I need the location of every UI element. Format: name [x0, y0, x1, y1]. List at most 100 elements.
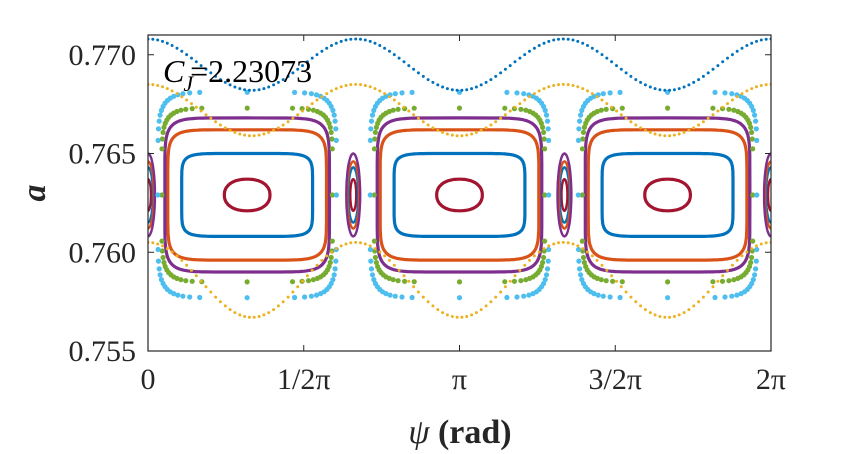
orbit-6-point-2-58 — [753, 258, 759, 264]
orbit-5-point-0-14 — [289, 105, 296, 111]
orbit-9-point-87 — [566, 37, 570, 41]
orbit-9-point-96 — [610, 60, 614, 64]
orbit-9-point-89 — [576, 39, 580, 43]
orbit-8-point-39 — [334, 87, 338, 91]
annotation-value: =2.23073 — [190, 53, 312, 89]
orbit-7-point-57 — [421, 295, 425, 299]
orbit-6-point-2-4 — [752, 112, 758, 118]
orbit-5-point-1-55 — [538, 263, 545, 270]
orbit-6-point-1-32 — [368, 258, 374, 264]
orbit-1-island-1 — [435, 177, 484, 213]
orbit-5-point-2-32 — [580, 248, 586, 254]
orbit-6-point-0-13 — [302, 90, 308, 96]
orbit-6-point-2-59 — [754, 246, 760, 253]
orbit-9-point-51 — [392, 53, 396, 57]
orbit-8-point-54 — [407, 109, 411, 113]
orbit-9-point-31 — [296, 67, 300, 71]
orbit-8-point-15 — [218, 123, 222, 127]
orbit-8-point-61 — [441, 130, 445, 134]
chart-annotation: CJ=2.23073 — [163, 53, 312, 96]
orbit-7-point-14 — [214, 295, 218, 299]
orbit-7-point-109 — [672, 315, 676, 318]
orbit-6-point-1-56 — [543, 272, 550, 278]
orbit-7-point-17 — [228, 308, 232, 312]
orbit-5-point-2-14 — [710, 105, 716, 111]
orbit-7-point-12 — [204, 285, 208, 289]
orbit-8-point-77 — [518, 102, 522, 106]
orbit-8-point-128 — [764, 83, 768, 87]
orbit-8-point-63 — [450, 133, 454, 137]
orbit-8-point-104 — [648, 130, 652, 134]
orbit-5-point-2-18 — [603, 106, 609, 112]
orbit-8-point-62 — [445, 132, 449, 136]
orbit-2-island-1 — [392, 151, 527, 238]
orbit-9-point-13 — [209, 71, 213, 75]
orbit-7-point-93 — [595, 258, 599, 262]
orbit-5-point-0-1 — [329, 146, 335, 152]
orbit-5-point-0-48 — [305, 278, 312, 284]
orbit-6-point-0-30 — [155, 192, 161, 198]
orbit-9-point-2 — [156, 38, 160, 42]
orbit-6-point-0-48 — [308, 293, 314, 299]
orbit-6-point-2-27 — [577, 118, 583, 124]
orbit-9-point-40 — [339, 39, 343, 43]
orbit-6-point-2-57 — [753, 266, 759, 272]
orbit-6-point-2-47 — [722, 294, 728, 300]
orbit-7-point-99 — [624, 290, 628, 294]
orbit-7-point-120 — [726, 268, 729, 272]
orbit-7-point-37 — [325, 254, 329, 258]
orbit-9-point-57 — [421, 74, 425, 78]
orbit-5-point-0-59 — [329, 238, 335, 244]
orbit-6-point-2-26 — [578, 112, 584, 118]
orbit-8-point-79 — [528, 95, 531, 99]
orbit-2-island-2 — [600, 151, 735, 238]
orbit-9-point-90 — [581, 41, 585, 45]
orbit-6-point-2-46 — [712, 294, 718, 301]
orbit-6-point-0-41 — [175, 292, 181, 298]
orbit-5-point-0-28 — [159, 136, 165, 142]
orbit-7-point-100 — [629, 295, 633, 299]
orbit-4-satellite-1 — [345, 152, 362, 238]
orbit-8-point-13 — [209, 116, 213, 120]
orbit-8-point-11 — [199, 109, 203, 113]
orbit-6-point-1-2 — [545, 126, 551, 132]
orbit-5-point-0-30 — [159, 192, 165, 198]
orbit-4-satellite-2 — [556, 152, 573, 238]
orbit-5-point-2-34 — [581, 259, 588, 266]
orbit-6-point-2-54 — [749, 280, 755, 287]
orbit-9-point-11 — [199, 64, 203, 68]
orbit-8-point-67 — [470, 132, 474, 136]
orbit-9-point-8 — [185, 53, 189, 57]
orbit-6-point-2-33 — [577, 266, 583, 272]
orbit-8-point-17 — [228, 128, 232, 132]
orbit-6-point-2-24 — [580, 103, 587, 110]
orbit-6-point-2-43 — [607, 294, 613, 300]
orbit-6-point-2-32 — [576, 258, 582, 264]
orbit-8-point-55 — [412, 113, 416, 117]
orbit-5-point-1-56 — [540, 259, 546, 266]
orbit-6-point-0-14 — [292, 89, 298, 95]
orbit-6-point-0-16 — [197, 89, 203, 95]
orbit-5-point-1-59 — [542, 238, 548, 244]
orbit-7-point-58 — [426, 300, 430, 304]
orbit-5-point-1-26 — [373, 124, 379, 130]
orbit-6-point-1-49 — [526, 292, 532, 298]
orbit-9-point-102 — [639, 80, 643, 84]
orbit-5-point-1-29 — [371, 146, 377, 152]
orbit-5-point-0-19 — [178, 107, 184, 113]
orbit-6-point-1-31 — [367, 246, 373, 253]
orbit-6-point-1-27 — [368, 118, 375, 124]
orbit-9-point-127 — [759, 38, 763, 42]
orbit-9-point-59 — [431, 80, 435, 84]
orbit-7-point-121 — [730, 263, 734, 267]
orbit-7-point-13 — [209, 290, 213, 294]
y-tick-label-1: 0.760 — [69, 236, 137, 269]
orbit-7-point-69 — [479, 308, 483, 312]
orbit-5-point-1-32 — [372, 248, 378, 254]
orbit-9-point-114 — [697, 78, 701, 82]
orbit-7-point-116 — [706, 290, 710, 294]
orbit-9-point-19 — [238, 87, 242, 91]
orbit-9-point-125 — [750, 41, 754, 45]
orbit-8-point-33 — [305, 105, 309, 109]
orbit-9-point-126 — [755, 39, 758, 43]
